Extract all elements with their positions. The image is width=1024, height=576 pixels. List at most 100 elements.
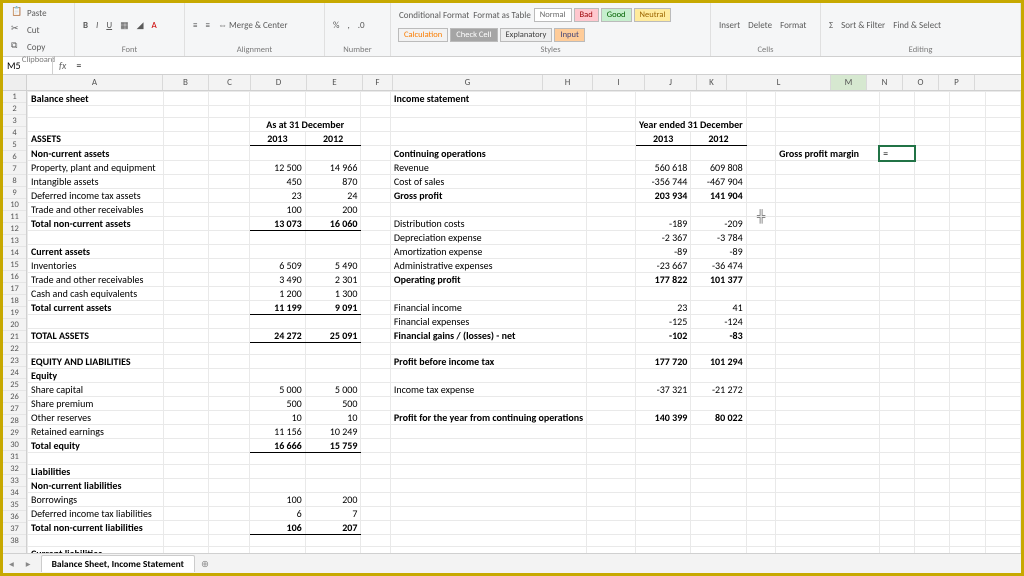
- cell[interactable]: [985, 343, 1020, 355]
- cell[interactable]: [587, 301, 636, 315]
- cell[interactable]: [691, 479, 746, 493]
- cell[interactable]: Intangible assets: [28, 175, 164, 189]
- row-header-12[interactable]: 12: [3, 223, 26, 235]
- cell[interactable]: [163, 287, 208, 301]
- cell[interactable]: Other reserves: [28, 411, 164, 425]
- cell[interactable]: Retained earnings: [28, 425, 164, 439]
- cell[interactable]: [163, 507, 208, 521]
- cell[interactable]: [915, 161, 950, 175]
- cell[interactable]: [915, 301, 950, 315]
- cell[interactable]: [746, 315, 775, 329]
- cell[interactable]: [776, 92, 880, 106]
- cell[interactable]: [879, 259, 914, 273]
- row-header-23[interactable]: 23: [3, 355, 26, 367]
- cell[interactable]: [879, 329, 914, 343]
- cell[interactable]: 14 966: [305, 161, 361, 175]
- format-table-button[interactable]: Format as Table: [471, 9, 533, 22]
- row-header-32[interactable]: 32: [3, 463, 26, 475]
- cell[interactable]: [915, 245, 950, 259]
- cell[interactable]: [776, 175, 880, 189]
- column-header-B[interactable]: B: [163, 75, 209, 90]
- cell[interactable]: Current assets: [28, 245, 164, 259]
- cell[interactable]: [950, 383, 985, 397]
- cell[interactable]: [985, 315, 1020, 329]
- cell[interactable]: [163, 132, 208, 146]
- cell[interactable]: [587, 92, 636, 106]
- cell[interactable]: [587, 425, 636, 439]
- cell[interactable]: [879, 343, 914, 355]
- cell[interactable]: [879, 315, 914, 329]
- cell[interactable]: [361, 245, 390, 259]
- cell[interactable]: [208, 217, 249, 231]
- cell[interactable]: [776, 507, 880, 521]
- cell[interactable]: 11 156: [250, 425, 306, 439]
- align-left-button[interactable]: ≡: [191, 19, 199, 32]
- cell[interactable]: [587, 355, 636, 369]
- cell[interactable]: [208, 231, 249, 245]
- cut-button[interactable]: ✂Cut: [9, 22, 42, 38]
- column-header-P[interactable]: P: [939, 75, 975, 90]
- cell[interactable]: [915, 106, 950, 118]
- cell[interactable]: [950, 217, 985, 231]
- row-header-6[interactable]: 6: [3, 151, 26, 163]
- cell[interactable]: [746, 132, 775, 146]
- cell[interactable]: [915, 92, 950, 106]
- cell[interactable]: [776, 535, 880, 547]
- cell[interactable]: [985, 521, 1020, 535]
- cell[interactable]: [163, 146, 208, 161]
- cell[interactable]: [361, 493, 390, 507]
- cell[interactable]: [28, 343, 164, 355]
- cell[interactable]: [879, 106, 914, 118]
- cell[interactable]: [361, 203, 390, 217]
- cell[interactable]: [950, 425, 985, 439]
- cell[interactable]: [879, 355, 914, 369]
- cell[interactable]: 870: [305, 175, 361, 189]
- cell[interactable]: Amortization expense: [390, 245, 586, 259]
- cell[interactable]: 450: [250, 175, 306, 189]
- cell[interactable]: [587, 507, 636, 521]
- cell[interactable]: [746, 547, 775, 554]
- cell[interactable]: [776, 493, 880, 507]
- cell[interactable]: [915, 343, 950, 355]
- cell[interactable]: [691, 92, 746, 106]
- cell[interactable]: -89: [636, 245, 691, 259]
- cell[interactable]: [390, 369, 586, 383]
- cell[interactable]: [636, 203, 691, 217]
- cell[interactable]: [950, 118, 985, 132]
- cell[interactable]: 100: [250, 493, 306, 507]
- cell[interactable]: [746, 106, 775, 118]
- cell[interactable]: [361, 383, 390, 397]
- cell[interactable]: [950, 343, 985, 355]
- cell[interactable]: [985, 245, 1020, 259]
- cell[interactable]: [985, 439, 1020, 453]
- cell[interactable]: [361, 355, 390, 369]
- cell[interactable]: [879, 245, 914, 259]
- row-header-20[interactable]: 20: [3, 319, 26, 331]
- cell[interactable]: [163, 189, 208, 203]
- cell[interactable]: [776, 369, 880, 383]
- cell[interactable]: [776, 132, 880, 146]
- cell[interactable]: Revenue: [390, 161, 586, 175]
- cell[interactable]: [985, 535, 1020, 547]
- cell[interactable]: [776, 203, 880, 217]
- cell[interactable]: [985, 106, 1020, 118]
- cell[interactable]: [879, 217, 914, 231]
- cell[interactable]: [776, 189, 880, 203]
- cell[interactable]: 3 490: [250, 273, 306, 287]
- cell[interactable]: 1 300: [305, 287, 361, 301]
- cell[interactable]: [879, 479, 914, 493]
- cell[interactable]: [950, 465, 985, 479]
- cell[interactable]: [163, 425, 208, 439]
- cell[interactable]: [361, 411, 390, 425]
- cell[interactable]: [390, 521, 586, 535]
- cell[interactable]: [879, 189, 914, 203]
- cell[interactable]: [746, 301, 775, 315]
- cell[interactable]: [250, 343, 306, 355]
- cell[interactable]: [985, 453, 1020, 465]
- cell[interactable]: -124: [691, 315, 746, 329]
- cell[interactable]: -209: [691, 217, 746, 231]
- row-header-7[interactable]: 7: [3, 163, 26, 175]
- cell[interactable]: Deferred income tax liabilities: [28, 507, 164, 521]
- cell[interactable]: [915, 175, 950, 189]
- cell[interactable]: [28, 315, 164, 329]
